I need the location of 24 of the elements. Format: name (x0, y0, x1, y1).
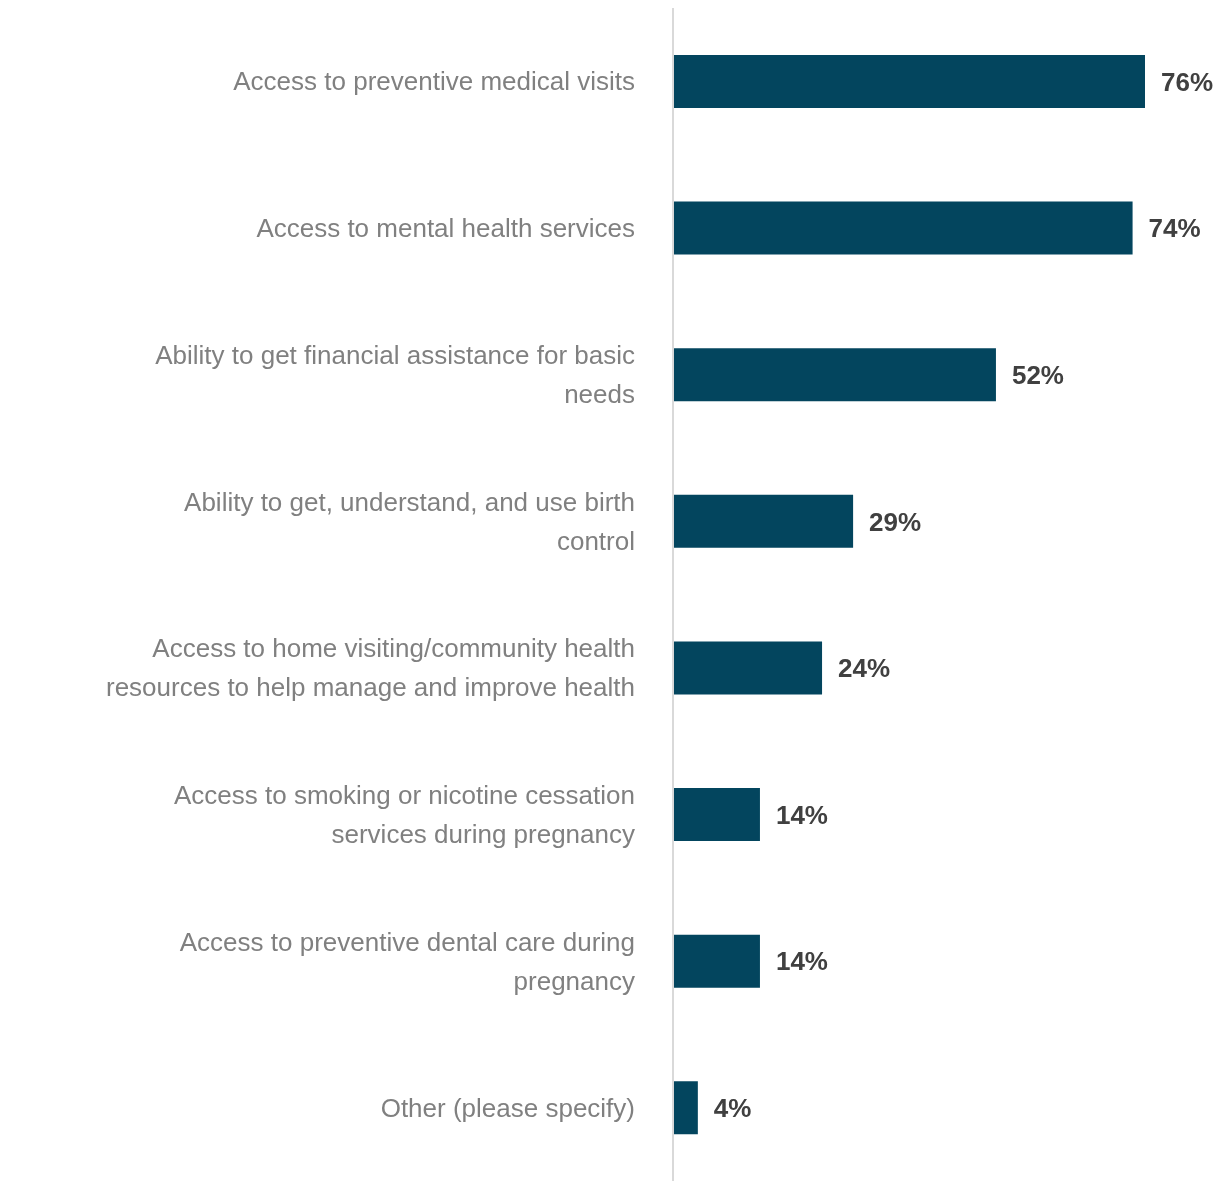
data-label: 14% (775, 799, 828, 830)
data-label: 74% (1148, 213, 1201, 244)
bar (673, 641, 823, 695)
y-tick-label: Access to smoking or nicotine cessation services during pregnancy (174, 779, 635, 849)
y-tick-label: Ability to get, understand, and use birth control (184, 486, 635, 556)
data-label: 52% (1011, 359, 1064, 390)
data-label: 76% (1161, 66, 1214, 97)
data-label: 29% (869, 506, 922, 537)
y-tick-label: Other (please specify) (380, 1092, 635, 1123)
bar (673, 494, 854, 548)
bar (673, 348, 996, 402)
bar (673, 54, 1145, 108)
y-tick-label: Access to preventive dental care during pregnancy (179, 926, 635, 996)
data-label: 14% (775, 946, 828, 977)
bar (673, 788, 760, 842)
bar (673, 934, 760, 988)
data-label: 4% (713, 1093, 752, 1124)
y-tick-label: Access to mental health services (256, 212, 635, 243)
y-tick-label: Ability to get financial assistance for basic needs (155, 340, 635, 410)
bar (673, 201, 1133, 255)
y-tick-label: Access to preventive medical visits (233, 66, 635, 97)
y-tick-label: Access to home visiting/community health resources to help manage and improve health (106, 633, 635, 703)
bar (673, 1081, 698, 1135)
data-label: 24% (838, 653, 891, 684)
